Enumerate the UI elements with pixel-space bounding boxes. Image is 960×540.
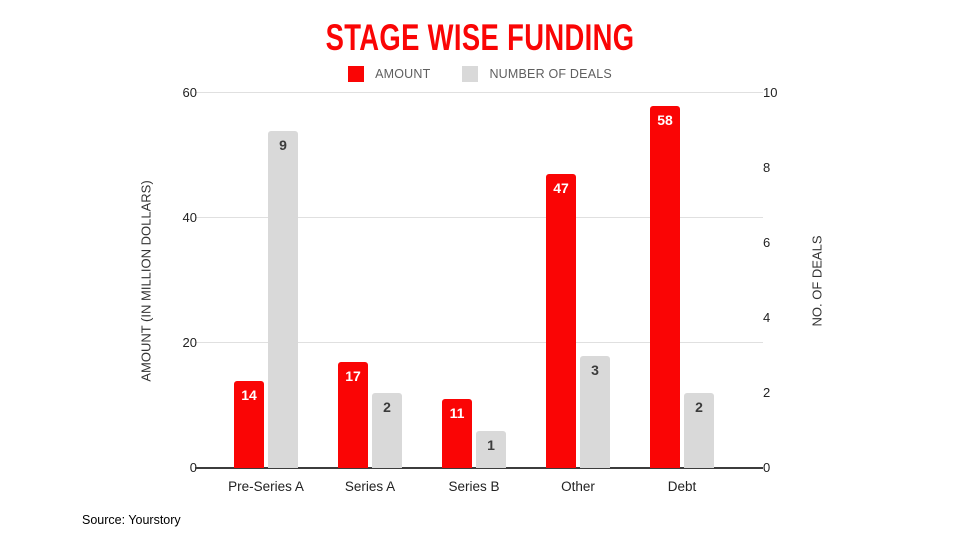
category-label-series-a: Series A (344, 479, 396, 494)
gridline (195, 217, 763, 218)
deals-bar-debt: 2 (684, 393, 714, 468)
deals-bar-pre-series-a: 9 (268, 130, 298, 468)
legend-label: AMOUNT (375, 67, 431, 81)
category-label-pre-series-a: Pre-Series A (228, 479, 304, 494)
amount-bar-other: 47 (546, 174, 576, 468)
amount-value-label: 17 (345, 367, 361, 384)
chart-title: STAGE WISE FUNDING (325, 17, 635, 58)
source-note: Source: Yourstory (82, 513, 181, 527)
amount-value-label: 47 (553, 180, 569, 197)
left-axis-tick-40: 40 (182, 210, 197, 225)
bar-group-debt: 58 2 Debt (630, 93, 734, 494)
category-label-series-b: Series B (448, 479, 500, 494)
amount-bar-debt: 58 (650, 105, 680, 468)
category-label-other: Other (561, 479, 595, 494)
legend: AMOUNT NUMBER OF DEALS (0, 66, 960, 82)
deals-bar-series-a: 2 (372, 393, 402, 468)
amount-value-label: 14 (241, 386, 257, 403)
right-axis-tick-0: 0 (763, 460, 771, 475)
right-axis-tick-10: 10 (763, 85, 778, 100)
gridline (195, 92, 763, 93)
bar-group-pre-series-a: 14 9 Pre-Series A (214, 93, 318, 494)
left-axis-tick-0: 0 (189, 460, 197, 475)
legend-label: NUMBER OF DEALS (489, 67, 612, 81)
right-axis-tick-6: 6 (763, 235, 771, 250)
deals-value-label: 1 (487, 436, 495, 453)
bar-group-series-b: 11 1 Series B (422, 93, 526, 494)
amount-bar-series-b: 11 (442, 399, 472, 468)
amount-value-label: 58 (657, 111, 673, 128)
legend-swatch-icon (348, 66, 365, 82)
right-axis-tick-2: 2 (763, 385, 771, 400)
plot-area: 14 9 Pre-Series A 17 2 Series A 11 1 Series B 47 3… (195, 92, 763, 494)
deals-bar-other: 3 (580, 355, 610, 468)
deals-value-label: 9 (279, 136, 287, 153)
legend-swatch-icon (462, 66, 479, 82)
amount-bar-series-a: 17 (338, 361, 368, 468)
right-axis-tick-4: 4 (763, 310, 771, 325)
left-axis-tick-20: 20 (182, 335, 197, 350)
deals-value-label: 2 (695, 399, 703, 415)
right-axis-tick-8: 8 (763, 160, 771, 175)
amount-bar-pre-series-a: 14 (234, 380, 264, 468)
gridline (195, 342, 763, 343)
x-axis-line (195, 467, 763, 469)
left-axis-tick-60: 60 (182, 85, 197, 100)
amount-value-label: 11 (449, 405, 465, 422)
category-label-debt: Debt (667, 479, 697, 494)
deals-bar-series-b: 1 (476, 430, 506, 468)
bar-group-series-a: 17 2 Series A (318, 93, 422, 494)
legend-item-number-of-deals: NUMBER OF DEALS (462, 66, 612, 82)
deals-value-label: 2 (383, 399, 391, 415)
right-axis-title: NO. OF DEALS (809, 235, 825, 327)
legend-item-amount: AMOUNT (348, 66, 430, 82)
deals-value-label: 3 (591, 361, 599, 378)
bar-group-other: 47 3 Other (526, 93, 630, 494)
